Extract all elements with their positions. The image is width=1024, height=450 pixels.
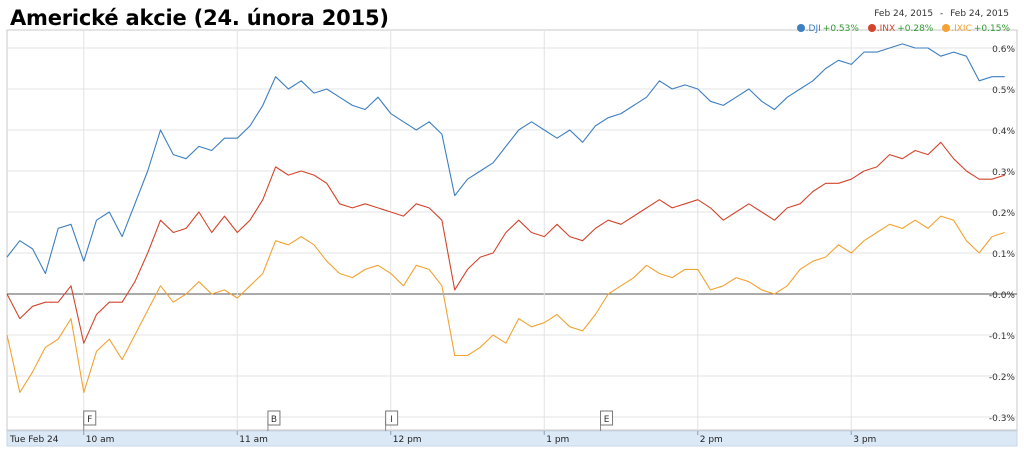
annotation-label: B [271, 415, 277, 425]
y-tick-label: -0.3% [989, 414, 1016, 424]
legend-change-dji: +0.53% [822, 24, 859, 34]
annotation-flag[interactable] [600, 410, 614, 426]
legend-change-inx: +0.28% [897, 24, 934, 34]
date-range-start: Feb 24, 2015 [874, 9, 934, 19]
x-tick-label: 10 am [86, 435, 115, 445]
legend-dot-ixic [942, 24, 951, 32]
legend: .DJI +0.53% .INX +0.28% .IXIC +0.15% [791, 24, 1010, 34]
x-tick-label: 3 pm [853, 435, 876, 445]
y-tick-label: -0.2% [989, 373, 1016, 383]
y-tick-label: -0.1% [989, 332, 1016, 342]
x-tick-label: 2 pm [700, 435, 723, 445]
y-tick-label: 0.2% [992, 209, 1015, 219]
annotation-label: E [604, 415, 610, 425]
annotation-flag[interactable] [385, 410, 399, 426]
legend-dot-dji [796, 24, 805, 32]
x-tick-label: Tue Feb 24 [9, 435, 59, 445]
y-tick-label: -0.0% [989, 291, 1016, 301]
annotation-label: F [87, 415, 92, 425]
series-line-ixic[interactable] [6, 215, 1005, 393]
annotation-flag[interactable] [267, 410, 281, 426]
annotation-label: I [390, 415, 393, 425]
x-tick-label: 11 am [239, 435, 268, 445]
x-axis-band [6, 430, 1018, 447]
x-tick-label: 1 pm [546, 435, 569, 445]
legend-item-ixic[interactable]: .IXIC +0.15% [942, 24, 1010, 34]
y-tick-label: 0.4% [992, 127, 1015, 137]
legend-dot-inx [867, 24, 876, 32]
y-tick-label: 0.5% [992, 86, 1015, 96]
legend-item-dji[interactable]: .DJI +0.53% [796, 24, 862, 34]
legend-label-inx: .INX [876, 24, 896, 34]
x-tick-label: 12 pm [393, 435, 422, 445]
series-line-dji[interactable] [6, 43, 1005, 275]
date-range-separator: - [940, 9, 944, 19]
legend-change-ixic: +0.15% [973, 24, 1010, 34]
annotation-flag[interactable] [83, 410, 97, 426]
series-line-inx[interactable] [6, 141, 1005, 344]
date-range-end: Feb 24, 2015 [950, 9, 1009, 19]
chart-title: Americké akcie (24. února 2015) [10, 6, 389, 30]
plot-frame [6, 29, 1018, 431]
y-tick-label: 0.6% [992, 45, 1015, 55]
legend-label-dji: .DJI [805, 24, 821, 34]
y-tick-label: 0.1% [992, 250, 1015, 260]
date-range: Feb 24, 2015 - Feb 24, 2015 [874, 9, 1009, 19]
legend-label-ixic: .IXIC [951, 24, 972, 34]
y-tick-label: 0.3% [992, 168, 1015, 178]
legend-item-inx[interactable]: .INX +0.28% [867, 24, 936, 34]
